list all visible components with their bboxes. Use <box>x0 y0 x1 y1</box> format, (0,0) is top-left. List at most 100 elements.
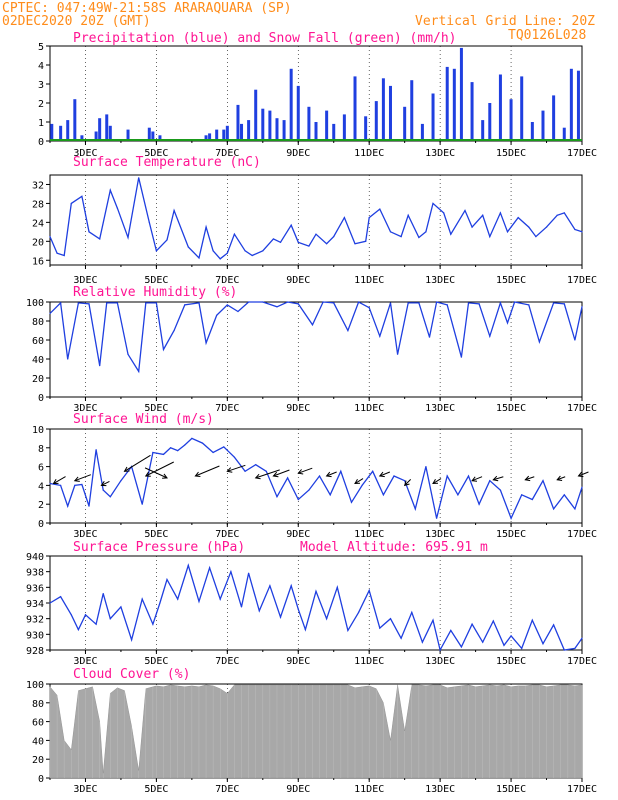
precip-bar <box>158 135 162 141</box>
precip-bar <box>151 131 155 141</box>
cloud-area <box>49 684 583 779</box>
y-tick-label: 2 <box>38 500 44 511</box>
panel-title: Precipitation (blue) and Snow Fall (gree… <box>73 31 457 46</box>
data-point <box>435 517 438 519</box>
data-point <box>141 503 143 505</box>
precip-bar <box>296 85 300 141</box>
data-point <box>482 214 484 216</box>
y-tick-label: 932 <box>26 615 44 626</box>
x-tick-label: 17DEC <box>567 403 597 414</box>
data-point <box>318 475 321 477</box>
precip-bar <box>342 114 346 141</box>
wind-arrow <box>227 464 246 472</box>
data-point <box>553 624 555 626</box>
data-point <box>81 483 83 486</box>
precip-bar <box>225 125 229 141</box>
precip-bar <box>509 99 513 141</box>
y-tick-label: 20 <box>32 237 44 248</box>
panel-title: Relative Humidity (%) <box>73 285 237 300</box>
data-point <box>84 614 87 616</box>
data-point <box>446 475 448 477</box>
y-tick-label: 4 <box>38 481 44 492</box>
x-tick-label: 7DEC <box>215 275 239 286</box>
series-line <box>49 177 583 260</box>
data-point <box>489 335 491 337</box>
x-tick-label: 11DEC <box>354 656 384 667</box>
wind-arrow <box>556 476 566 481</box>
data-point <box>276 496 278 498</box>
data-point <box>248 572 250 574</box>
data-point <box>563 303 565 305</box>
data-point <box>141 598 143 600</box>
precip-bar <box>59 125 63 141</box>
data-point <box>499 489 502 491</box>
data-point <box>255 464 257 466</box>
data-point <box>56 252 58 254</box>
wind-arrow-head <box>226 467 233 473</box>
data-point <box>439 649 441 651</box>
data-point <box>556 214 558 216</box>
wind-arrow-head <box>123 466 130 472</box>
data-point <box>460 356 463 358</box>
x-tick-label: 15DEC <box>496 529 526 540</box>
x-tick-label: 17DEC <box>567 275 597 286</box>
x-tick-label: 9DEC <box>286 529 310 540</box>
x-tick-label: 7DEC <box>215 529 239 540</box>
data-point <box>531 619 533 621</box>
data-point <box>162 348 165 351</box>
data-point <box>514 301 516 303</box>
data-point <box>173 329 175 332</box>
wind-arrow <box>354 478 364 484</box>
data-point <box>67 358 69 360</box>
data-point <box>407 214 409 216</box>
data-point <box>354 243 356 245</box>
data-point <box>308 489 310 491</box>
x-tick-label: 5DEC <box>144 403 168 414</box>
data-point <box>88 231 90 233</box>
data-point <box>421 641 423 643</box>
y-tick-label: 100 <box>26 298 44 309</box>
data-point <box>198 302 200 304</box>
wind-arrow-head <box>297 469 304 475</box>
precip-bar <box>275 118 279 141</box>
data-point <box>102 593 104 595</box>
wind-arrow-head <box>52 478 59 485</box>
data-point <box>138 370 140 372</box>
data-point <box>244 250 246 252</box>
data-point <box>411 611 413 614</box>
data-point <box>276 306 278 308</box>
wind-arrow-head <box>432 478 439 485</box>
x-tick-label: 5DEC <box>144 275 168 286</box>
data-point <box>248 301 250 303</box>
data-point <box>333 302 335 304</box>
precip-bar <box>268 110 272 141</box>
data-point <box>368 589 370 592</box>
data-point <box>240 606 243 608</box>
y-tick-label: 940 <box>26 552 44 563</box>
data-point <box>574 339 576 341</box>
data-point <box>308 245 310 247</box>
data-point <box>414 508 416 510</box>
x-tick-label: 13DEC <box>425 784 455 795</box>
data-point <box>106 302 108 304</box>
y-tick-label: 936 <box>26 583 44 594</box>
data-point <box>138 177 140 179</box>
wind-arrow-head <box>378 471 385 478</box>
data-point <box>389 302 392 304</box>
data-point <box>347 629 349 632</box>
y-tick-label: 80 <box>32 317 44 328</box>
data-point <box>109 189 111 191</box>
y-tick-label: 32 <box>32 180 44 191</box>
data-point <box>95 623 97 625</box>
data-point <box>418 302 420 304</box>
data-point <box>233 456 236 458</box>
data-point <box>60 484 62 486</box>
precip-bar <box>50 123 54 141</box>
precip-bar <box>289 68 293 141</box>
precip-bar <box>488 103 492 141</box>
y-tick-label: 938 <box>26 568 44 579</box>
data-point <box>350 501 353 503</box>
precip-bar <box>94 131 98 141</box>
data-point <box>538 341 541 343</box>
precip-bar <box>431 93 435 141</box>
